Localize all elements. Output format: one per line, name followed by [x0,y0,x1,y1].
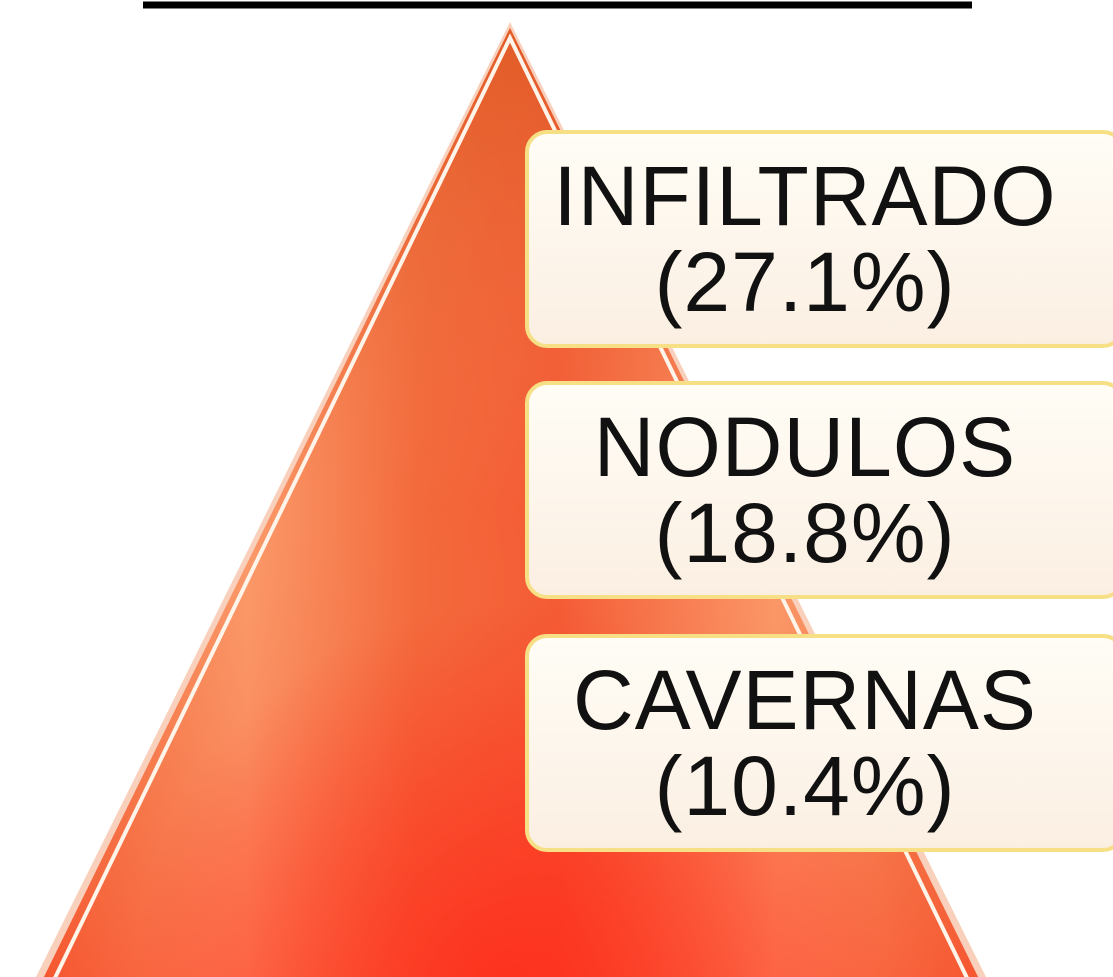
label-box: NODULOS (18.8%) [525,381,1113,599]
item-percent: (10.4%) [654,739,956,833]
item-label: INFILTRADO [553,149,1057,243]
item-percent: (27.1%) [654,235,956,329]
item-label: CAVERNAS [573,653,1037,747]
item-label: NODULOS [593,400,1017,494]
label-box: CAVERNAS (10.4%) [525,634,1113,852]
item-percent: (18.8%) [654,486,956,580]
label-box: INFILTRADO (27.1%) [525,130,1113,348]
